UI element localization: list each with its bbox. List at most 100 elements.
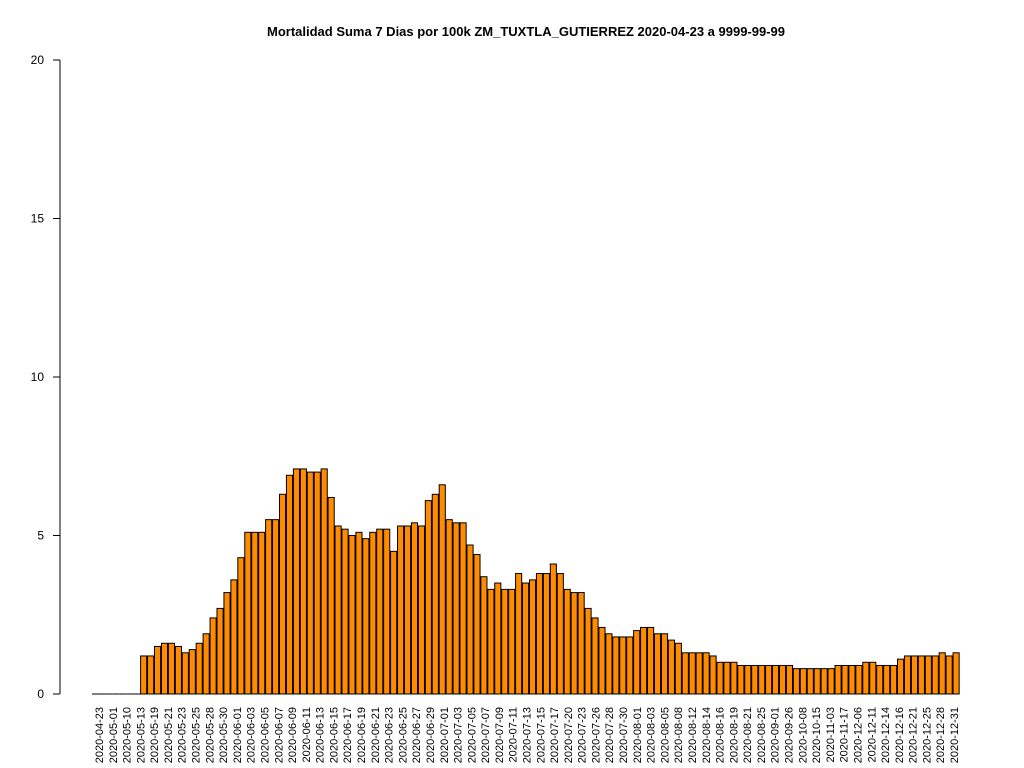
x-tick-label: 2020-10-08 — [797, 707, 809, 763]
bar — [147, 655, 155, 695]
bar — [799, 668, 807, 695]
bar — [285, 474, 294, 695]
bar — [278, 493, 287, 695]
bar — [772, 664, 780, 695]
bars-group — [92, 468, 960, 695]
bar — [480, 576, 488, 695]
bar — [910, 655, 919, 695]
bar — [716, 661, 724, 695]
x-tick-label: 2020-05-13 — [135, 707, 147, 763]
bar — [369, 531, 377, 695]
x-tick-label: 2020-08-03 — [646, 707, 658, 763]
bar — [202, 633, 210, 695]
bar — [341, 528, 349, 695]
bar — [195, 642, 203, 695]
bar — [827, 668, 835, 695]
x-tick-label: 2020-07-23 — [577, 707, 589, 763]
x-tick-label: 2020-06-01 — [232, 707, 244, 763]
bar — [723, 661, 731, 695]
x-tick-label: 2020-06-25 — [397, 707, 409, 763]
bar — [952, 652, 960, 695]
x-tick-label: 2020-05-30 — [218, 707, 230, 763]
bar — [660, 633, 669, 695]
bar — [862, 661, 870, 695]
y-axis: 0 5 10 15 20 — [31, 53, 61, 701]
bar — [598, 626, 606, 695]
bar — [390, 550, 398, 695]
bar — [612, 636, 620, 695]
x-tick-label: 2020-07-26 — [590, 707, 602, 763]
bar — [792, 668, 800, 695]
bar — [605, 633, 613, 695]
x-tick-label: 2020-07-15 — [535, 707, 547, 763]
x-tick-label: 2020-06-07 — [273, 707, 285, 763]
x-tick-label: 2020-04-23 — [94, 707, 106, 763]
bar — [230, 579, 238, 695]
x-tick-label: 2020-09-26 — [784, 707, 796, 763]
x-tick-label: 2020-06-29 — [425, 707, 437, 763]
bar — [403, 525, 412, 695]
bar — [140, 655, 148, 695]
x-axis: 2020-04-23 2020-05-01 2020-05-10 2020-05-13… — [94, 707, 961, 763]
bar — [563, 588, 571, 695]
x-tick-label: 2020-06-15 — [328, 707, 340, 763]
x-tick-label: 2020-08-01 — [632, 707, 644, 763]
bar — [348, 535, 356, 695]
x-tick-label: 2020-05-10 — [122, 707, 134, 763]
bar — [751, 664, 759, 695]
y-tick-label: 5 — [37, 529, 44, 543]
x-tick-label: 2020-07-11 — [508, 707, 520, 762]
x-tick-label: 2020-07-20 — [563, 707, 575, 763]
x-tick-label: 2020-06-27 — [411, 707, 423, 763]
x-tick-label: 2020-10-15 — [811, 707, 823, 763]
y-tick-label: 15 — [31, 212, 45, 226]
bar — [640, 626, 648, 695]
bar — [584, 607, 592, 695]
bar — [890, 664, 898, 695]
bar — [431, 493, 439, 695]
bar — [410, 522, 419, 695]
bar — [251, 531, 259, 695]
bar — [758, 664, 766, 695]
x-tick-label: 2020-07-05 — [466, 707, 478, 763]
x-tick-label: 2020-05-01 — [108, 707, 120, 763]
bar — [647, 626, 655, 695]
bar — [494, 582, 502, 695]
x-tick-label: 2020-07-09 — [494, 707, 506, 763]
x-tick-label: 2020-07-17 — [549, 707, 561, 763]
bar — [522, 582, 530, 695]
bar — [917, 655, 925, 695]
x-tick-label: 2020-12-14 — [880, 707, 892, 763]
x-tick-label: 2020-05-23 — [177, 707, 189, 763]
bar — [188, 649, 196, 695]
bar — [876, 664, 884, 695]
bar — [785, 664, 794, 695]
x-tick-label: 2020-07-28 — [604, 707, 616, 763]
x-tick-label: 2020-07-13 — [522, 707, 534, 763]
x-tick-label: 2020-08-12 — [687, 707, 699, 763]
bar — [619, 636, 627, 695]
x-tick-label: 2020-05-25 — [191, 707, 203, 763]
bar — [688, 652, 696, 695]
bar — [570, 592, 578, 695]
bar — [806, 668, 814, 695]
x-tick-label: 2020-12-28 — [935, 707, 947, 763]
bar — [591, 617, 599, 695]
bar — [376, 528, 384, 695]
bar — [633, 630, 641, 695]
bar — [466, 544, 474, 695]
bar — [299, 468, 307, 695]
x-tick-label: 2020-06-19 — [356, 707, 368, 763]
bar — [383, 528, 391, 695]
bar — [223, 592, 231, 695]
x-tick-label: 2020-08-14 — [701, 707, 713, 763]
x-tick-label: 2020-06-23 — [384, 707, 396, 763]
bar — [556, 573, 564, 695]
bar — [834, 664, 842, 695]
bar — [473, 554, 481, 695]
x-tick-label: 2020-06-09 — [287, 707, 299, 763]
bar — [765, 664, 773, 695]
bar — [577, 592, 585, 695]
x-tick-label: 2020-08-08 — [673, 707, 685, 763]
bar — [848, 664, 856, 695]
